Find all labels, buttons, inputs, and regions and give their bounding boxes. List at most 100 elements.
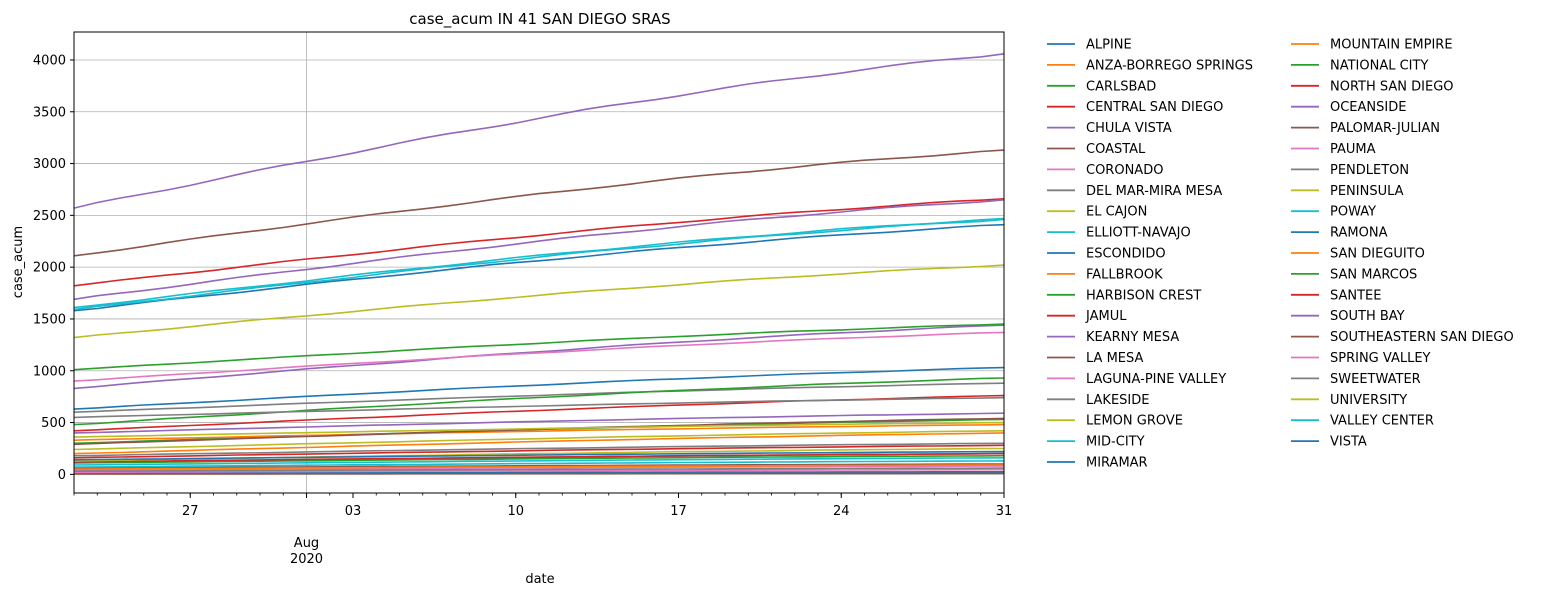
- legend-item: SANTEE: [1291, 288, 1381, 303]
- series-line-chula-vista: [73, 53, 1005, 209]
- legend-item: SAN DIEGUITO: [1291, 247, 1425, 262]
- legend-item: ELLIOTT-NAVAJO: [1047, 226, 1191, 241]
- x-tick-label: 03: [345, 504, 362, 519]
- legend-item: LAGUNA-PINE VALLEY: [1047, 372, 1226, 387]
- legend-item: SWEETWATER: [1291, 372, 1421, 387]
- legend-label: LEMON GROVE: [1086, 414, 1183, 429]
- legend-item: NATIONAL CITY: [1291, 58, 1428, 73]
- legend-label: ELLIOTT-NAVAJO: [1086, 226, 1191, 241]
- legend-label: COASTAL: [1086, 142, 1146, 157]
- legend-item: ESCONDIDO: [1047, 247, 1166, 262]
- series-line-lakeside: [73, 442, 1005, 457]
- legend-label: SAN DIEGUITO: [1330, 247, 1425, 262]
- legend-label: VISTA: [1330, 435, 1367, 450]
- series-line-national-city: [73, 323, 1005, 371]
- legend-label: MID-CITY: [1086, 435, 1145, 450]
- series-line-mid-city: [73, 218, 1005, 311]
- chart-title: case_acum IN 41 SAN DIEGO SRAS: [409, 10, 670, 29]
- legend-label: EL CAJON: [1086, 205, 1147, 220]
- series-line-palomar-julian: [74, 472, 1004, 475]
- x-tick-label: 10: [507, 504, 524, 519]
- x-tick-label: Aug: [294, 536, 319, 551]
- series-line-valley-center: [73, 460, 1005, 468]
- legend-item: ANZA-BORREGO SPRINGS: [1047, 58, 1253, 73]
- legend-item: PAUMA: [1291, 142, 1376, 157]
- legend-label: LAGUNA-PINE VALLEY: [1086, 372, 1226, 387]
- series-line-spring-valley: [73, 331, 1005, 382]
- series-line-escondido: [73, 223, 1005, 312]
- x-axis-title: date: [525, 572, 554, 587]
- legend-label: PALOMAR-JULIAN: [1330, 121, 1440, 136]
- series-line-pauma: [73, 468, 1004, 474]
- legend-label: NATIONAL CITY: [1330, 58, 1428, 73]
- series-line-north-san-diego: [73, 444, 1005, 459]
- x-tick-year-label: 2020: [290, 552, 323, 567]
- legend-item: DEL MAR-MIRA MESA: [1047, 184, 1222, 199]
- plot-area: [73, 31, 1005, 494]
- legend-label: SPRING VALLEY: [1330, 351, 1431, 366]
- series-line-ramona: [73, 450, 1005, 461]
- series-line-fallbrook: [73, 423, 1005, 441]
- series-line-coastal: [73, 463, 1005, 469]
- legend-item: MIRAMAR: [1047, 456, 1148, 471]
- legend-label: ANZA-BORREGO SPRINGS: [1086, 58, 1253, 73]
- legend-label: LAKESIDE: [1086, 393, 1149, 408]
- legend-label: POWAY: [1330, 205, 1376, 220]
- y-tick-label: 1500: [33, 312, 66, 327]
- legend-label: SOUTHEASTERN SAN DIEGO: [1330, 330, 1514, 345]
- legend-label: MOUNTAIN EMPIRE: [1330, 38, 1453, 53]
- legend-item: SOUTH BAY: [1291, 309, 1405, 324]
- legend-label: PENDLETON: [1330, 163, 1409, 178]
- legend-item: CHULA VISTA: [1047, 121, 1172, 136]
- series-line-santee: [73, 198, 1005, 287]
- legend-item: FALLBROOK: [1047, 267, 1163, 282]
- legend-label: PAUMA: [1330, 142, 1376, 157]
- series-line-el-cajon: [73, 264, 1005, 339]
- legend-label: CORONADO: [1086, 163, 1163, 178]
- legend-item: POWAY: [1291, 205, 1376, 220]
- x-tick-label: 31: [996, 504, 1013, 519]
- series-line-southeastern-san-diego: [73, 149, 1005, 257]
- x-tick-label: 27: [182, 504, 199, 519]
- series-line-harbison-crest: [73, 454, 1005, 464]
- legend-item: UNIVERSITY: [1291, 393, 1407, 408]
- series-line-san-dieguito: [73, 432, 1005, 455]
- legend-item: JAMUL: [1047, 309, 1127, 324]
- legend-label: ESCONDIDO: [1086, 247, 1166, 262]
- legend-label: SAN MARCOS: [1330, 267, 1417, 282]
- series-line-del-mar-mira-mesa: [73, 382, 1005, 413]
- legend-label: MIRAMAR: [1086, 456, 1148, 471]
- legend-label: UNIVERSITY: [1330, 393, 1407, 408]
- legend-label: JAMUL: [1085, 309, 1127, 324]
- series-line-south-bay: [73, 199, 1005, 301]
- series-line-sweetwater: [73, 396, 1005, 419]
- series-line-oceanside: [73, 412, 1005, 434]
- legend-label: CENTRAL SAN DIEGO: [1086, 100, 1223, 115]
- series-line-lemon-grove: [73, 430, 1005, 451]
- y-axis: 0 500 1000 1500 2000 2500 3000 3500 4000: [33, 53, 74, 483]
- legend-label: ALPINE: [1086, 38, 1132, 53]
- y-tick-label: 2500: [33, 209, 66, 224]
- legend-label: SOUTH BAY: [1330, 309, 1405, 324]
- legend-item: LA MESA: [1047, 351, 1143, 366]
- x-tick-label: 17: [670, 504, 687, 519]
- series-line-jamul: [73, 452, 1005, 463]
- series-line-kearny-mesa: [73, 324, 1005, 390]
- legend-label: VALLEY CENTER: [1330, 414, 1434, 429]
- x-tick-label: 24: [833, 504, 850, 519]
- legend-label: CHULA VISTA: [1086, 121, 1172, 136]
- series-line-mountain-empire: [73, 464, 1005, 470]
- legend-item: MID-CITY: [1047, 435, 1145, 450]
- y-tick-label: 3000: [33, 157, 66, 172]
- legend-item: LEMON GROVE: [1047, 414, 1183, 429]
- legend-item: SOUTHEASTERN SAN DIEGO: [1291, 330, 1514, 345]
- y-axis-title: case_acum: [11, 226, 26, 298]
- legend-item: COASTAL: [1047, 142, 1146, 157]
- legend: ALPINE ANZA-BORREGO SPRINGS CARLSBAD CENTRA…: [1047, 38, 1514, 471]
- legend-item: PENDLETON: [1291, 163, 1409, 178]
- series-lines: [73, 53, 1005, 475]
- legend-item: MOUNTAIN EMPIRE: [1291, 38, 1453, 53]
- legend-label: HARBISON CREST: [1086, 288, 1201, 303]
- legend-item: SPRING VALLEY: [1291, 351, 1431, 366]
- legend-label: CARLSBAD: [1086, 79, 1156, 94]
